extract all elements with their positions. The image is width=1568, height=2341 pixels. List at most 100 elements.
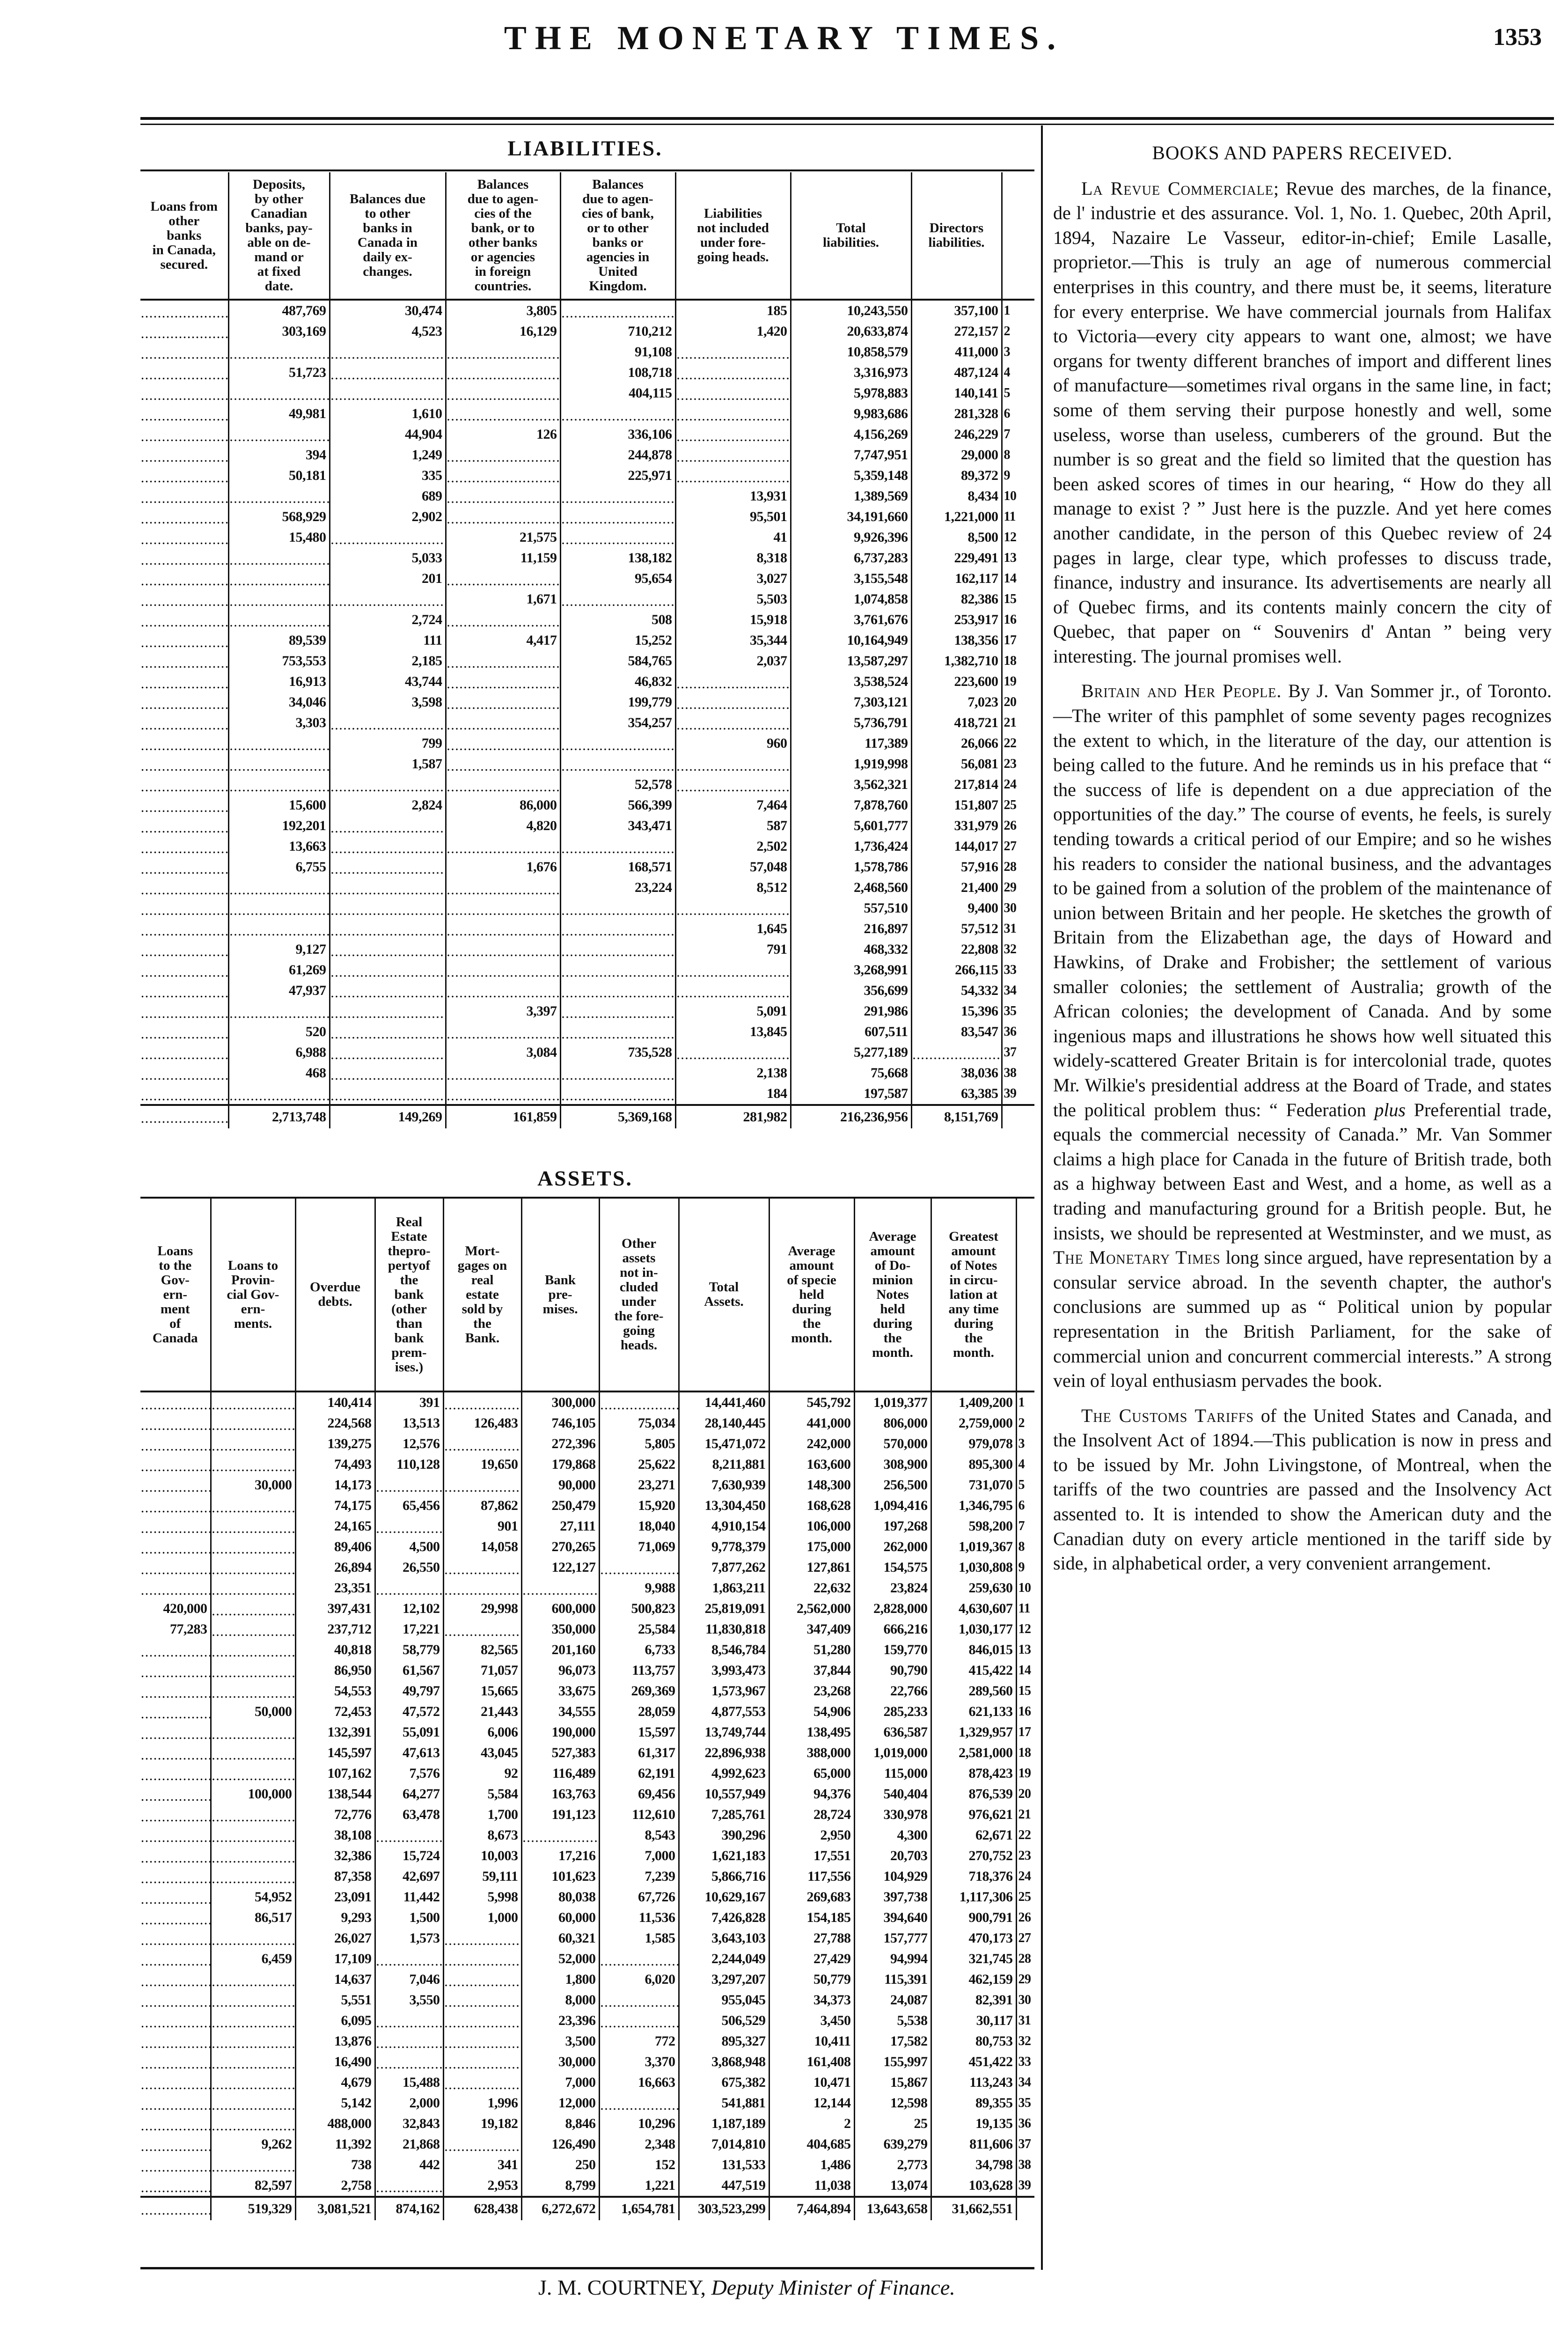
table-cell xyxy=(140,527,228,548)
table-row: 32,386 15,724 10,003 17,216 7,000 1,621,183 17… xyxy=(140,1846,1034,1866)
table-cell: 149,269 xyxy=(329,1104,446,1128)
table-cell xyxy=(910,1042,1002,1063)
row-number: 1 xyxy=(1015,1391,1034,1413)
table-cell xyxy=(559,404,675,424)
table-cell: 63,478 xyxy=(374,1804,443,1825)
table-cell xyxy=(140,1722,211,1743)
table-cell: 13,876 xyxy=(294,2031,375,2052)
table-cell: 3,550 xyxy=(374,1990,443,2010)
table-cell: 2,758 xyxy=(294,2175,375,2197)
table-cell: 7,464 xyxy=(674,795,791,816)
table-cell: 6,020 xyxy=(598,1969,679,1990)
table-cell: 566,399 xyxy=(559,795,675,816)
table-cell xyxy=(329,939,446,960)
table-cell: 111 xyxy=(329,630,446,651)
table-cell xyxy=(329,836,446,857)
table-cell: 1,221 xyxy=(598,2175,679,2197)
table-cell: 23,268 xyxy=(768,1681,854,1701)
table-cell: 895,300 xyxy=(930,1454,1016,1475)
table-cell: 3,761,676 xyxy=(790,610,911,630)
table-cell xyxy=(329,919,446,939)
table-cell xyxy=(210,1619,295,1640)
table-cell xyxy=(674,754,791,774)
table-cell: 10,003 xyxy=(442,1846,521,1866)
table-cell: 122,127 xyxy=(520,1557,599,1578)
masthead-title: THE MONETARY TIMES. xyxy=(504,19,1064,57)
table-cell: 568,929 xyxy=(227,507,330,527)
table-cell: 15,396 xyxy=(910,1001,1002,1022)
table-cell xyxy=(210,1763,295,1784)
table-row: 140,414 391 300,000 14,441,460 545,792 1,019,… xyxy=(140,1391,1034,1413)
table-cell: 51,723 xyxy=(227,362,330,383)
table-cell xyxy=(140,1413,211,1434)
table-cell: 92 xyxy=(442,1763,521,1784)
table-row: 487,769 30,474 3,805 185 10,243,550 357,100 1 xyxy=(140,300,1034,321)
table-cell: 17,551 xyxy=(768,1846,854,1866)
table-cell xyxy=(140,589,228,610)
table-cell: 4,910,154 xyxy=(678,1516,769,1537)
assets-column-header: Greatest amount of Notes in circu- latio… xyxy=(930,1199,1016,1392)
table-cell: 8,846 xyxy=(520,2113,599,2134)
table-cell: 418,721 xyxy=(910,713,1002,733)
table-cell xyxy=(210,1391,295,1413)
table-cell xyxy=(140,1083,228,1105)
table-row: 86,517 9,293 1,500 1,000 60,000 11,536 7,426,8… xyxy=(140,1907,1034,1928)
table-cell: 20,703 xyxy=(853,1846,931,1866)
row-number: 27 xyxy=(1015,1928,1034,1949)
table-cell xyxy=(442,2010,521,2031)
table-cell: 65,456 xyxy=(374,1495,443,1516)
table-cell xyxy=(674,898,791,919)
table-cell: 23,351 xyxy=(294,1578,375,1598)
table-cell: 415,422 xyxy=(930,1660,1016,1681)
table-cell: 201 xyxy=(329,568,446,589)
assets-title: ASSETS. xyxy=(537,1166,633,1190)
table-cell: 447,519 xyxy=(678,2175,769,2197)
table-cell: 184 xyxy=(674,1083,791,1105)
table-row: 50,000 72,453 47,572 21,443 34,555 28,059 4,87… xyxy=(140,1701,1034,1722)
table-cell: 17,216 xyxy=(520,1846,599,1866)
row-number: 15 xyxy=(1015,1681,1034,1701)
table-cell: 300,000 xyxy=(520,1391,599,1413)
row-number: 9 xyxy=(1015,1557,1034,1578)
table-cell: 3,500 xyxy=(520,2031,599,2052)
table-cell: 71,069 xyxy=(598,1537,679,1557)
table-cell xyxy=(210,1969,295,1990)
table-cell: 46,832 xyxy=(559,671,675,692)
table-cell: 191,123 xyxy=(520,1804,599,1825)
table-cell: 16,490 xyxy=(294,2052,375,2072)
table-cell xyxy=(210,2113,295,2134)
table-cell: 250,479 xyxy=(520,1495,599,1516)
table-cell xyxy=(445,383,560,404)
table-cell: 80,038 xyxy=(520,1887,599,1907)
table-cell: 131,533 xyxy=(678,2155,769,2175)
table-row: 145,597 47,613 43,045 527,383 61,317 22,896,9… xyxy=(140,1743,1034,1763)
liabilities-column-header: Loans from other banks in Canada, secure… xyxy=(140,172,228,301)
table-cell: 74,175 xyxy=(294,1495,375,1516)
table-cell xyxy=(520,1578,599,1598)
table-cell: 25 xyxy=(853,2113,931,2134)
table-cell: 1,996 xyxy=(442,2093,521,2113)
table-cell: 89,355 xyxy=(930,2093,1016,2113)
table-cell: 7,630,939 xyxy=(678,1475,769,1495)
table-cell: 451,422 xyxy=(930,2052,1016,2072)
table-row: 520 13,845 607,511 83,547 36 xyxy=(140,1022,1034,1042)
row-number: 33 xyxy=(1001,960,1034,980)
table-cell: 404,685 xyxy=(768,2134,854,2155)
table-cell: 7,426,828 xyxy=(678,1907,769,1928)
table-cell xyxy=(140,1907,211,1928)
row-number-header xyxy=(1001,172,1034,301)
table-cell: 10,629,167 xyxy=(678,1887,769,1907)
table-cell: 30,000 xyxy=(210,1475,295,1495)
table-cell: 246,229 xyxy=(910,424,1002,445)
table-cell: 1,030,177 xyxy=(930,1619,1016,1640)
row-number: 23 xyxy=(1001,754,1034,774)
table-row: 6,459 17,109 52,000 2,244,049 27,429 94,994 32… xyxy=(140,1949,1034,1969)
table-cell: 746,105 xyxy=(520,1413,599,1434)
table-cell: 28,059 xyxy=(598,1701,679,1722)
table-cell xyxy=(520,1825,599,1846)
row-number: 7 xyxy=(1001,424,1034,445)
table-row: 184 197,587 63,385 39 xyxy=(140,1083,1034,1105)
table-cell: 1,587 xyxy=(329,754,446,774)
table-cell: 138,495 xyxy=(768,1722,854,1743)
row-number: 5 xyxy=(1001,383,1034,404)
